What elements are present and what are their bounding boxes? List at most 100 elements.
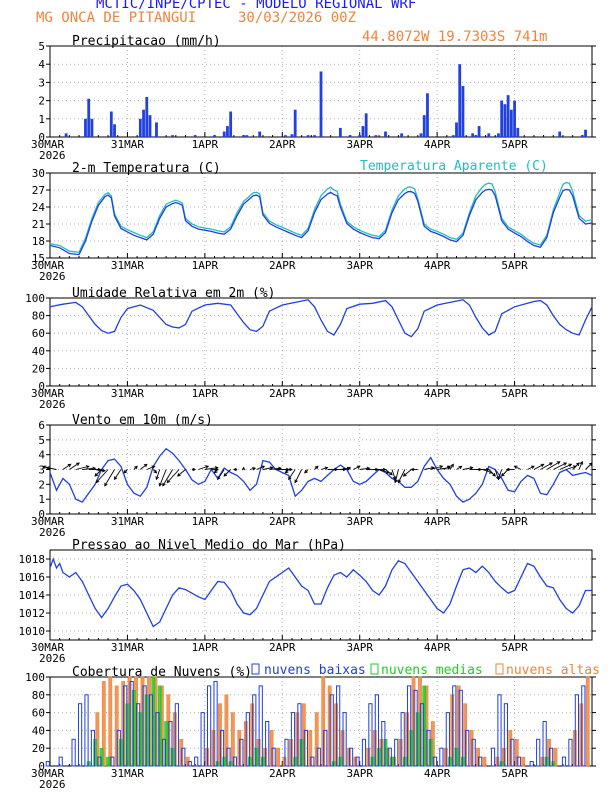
cloud-bar-low (432, 756, 438, 767)
wind-vector-head (67, 463, 72, 468)
wind-vector (75, 465, 89, 470)
precip-bar (338, 127, 342, 137)
humidity-ytick-label: 60 (32, 327, 45, 340)
precip-bar (487, 133, 491, 137)
wind-vector-head (162, 482, 166, 487)
precip-ytick-label: 0 (38, 131, 45, 144)
humidity-xlabel-day: 31MAR (111, 387, 144, 400)
precip-bar (138, 118, 142, 137)
humidity-xlabel-day: 1APR (192, 387, 219, 400)
cloud-bar-low (400, 712, 405, 767)
precip-bar (461, 86, 465, 137)
precip-bar (87, 98, 91, 137)
temperature-series-line (49, 188, 593, 256)
wind-vector-head (294, 479, 298, 484)
wind-vector-head (469, 466, 474, 470)
pressure-ytick-label: 1018 (19, 553, 46, 566)
wind-ytick-label: 1 (38, 493, 45, 506)
precip-bar (516, 127, 520, 137)
pressure-ytick-label: 1016 (19, 571, 46, 584)
cloud-bar-mid (383, 738, 388, 767)
precip-bar (142, 109, 145, 137)
humidity-ytick-label: 20 (32, 362, 45, 375)
wind-xlabel-day: 2APR (269, 515, 296, 528)
wind-vector (288, 469, 296, 480)
wind-vector (140, 463, 148, 470)
wind-vector-head (214, 467, 219, 472)
cloud-bar-low (503, 703, 509, 767)
cloud-bar-mid (131, 690, 136, 767)
cloud-bar-low (245, 712, 250, 767)
precip-xlabel-day: 1APR (192, 138, 219, 151)
clouds-legend-high: nuvens altas (506, 663, 600, 678)
humidity-xlabel-year: 2026 (39, 398, 66, 411)
cloud-bar-low (548, 747, 554, 767)
humidity-series-line (49, 299, 593, 338)
wind-ytick-label: 6 (38, 419, 45, 432)
clouds-xlabel-start: 30MAR (31, 767, 64, 780)
wind-vector-head (447, 465, 451, 469)
precip-bar (419, 133, 423, 137)
pressure-xlabel-day: 3APR (346, 641, 373, 654)
wind-vector (146, 465, 155, 470)
precip-bar (477, 126, 481, 137)
wind-vector-head (158, 482, 163, 487)
precip-bar (64, 133, 68, 137)
wind-vector-head (563, 462, 568, 466)
wind-vector-head (314, 465, 319, 470)
cloud-bar-low (297, 703, 302, 767)
humidity-xlabel-day: 3APR (346, 387, 373, 400)
temperature-xlabel-start: 30MAR (31, 259, 64, 272)
wind-vector-head (232, 467, 237, 472)
precip-xlabel-start: 30MAR (31, 138, 64, 151)
wind-vector (156, 469, 161, 480)
clouds-xlabel-day: 3APR (346, 767, 373, 780)
wind-vector (430, 465, 443, 470)
clouds-ytick-label: 100 (25, 671, 45, 684)
cloud-bar-mid (544, 756, 549, 767)
cloud-bar-low (71, 738, 76, 767)
legend-box-mid (370, 663, 379, 675)
cloud-bar-mid (377, 747, 381, 767)
wind-vector (46, 467, 57, 470)
precip-bar (455, 122, 458, 137)
cloud-bar-low (239, 738, 244, 767)
wind-vector-head (213, 469, 218, 474)
wind-vector-head (155, 476, 159, 481)
clouds-ytick-label: 60 (32, 707, 45, 720)
humidity-xlabel-day: 2APR (269, 387, 296, 400)
wind-vector (262, 467, 273, 470)
cloud-bar-low (510, 738, 515, 767)
cloud-bar-low (490, 747, 496, 767)
wind-vector-head (289, 467, 293, 472)
cloud-bar-mid (254, 747, 259, 767)
wind-vector-head (151, 465, 156, 469)
precip-bar (109, 111, 113, 137)
wind-vector (394, 469, 399, 483)
cloud-bar-low (536, 738, 541, 767)
precip-bar (451, 135, 455, 137)
humidity-frame (49, 297, 593, 387)
cloud-bar-low (161, 738, 167, 767)
cloud-bar-low (452, 685, 457, 767)
clouds-ytick-label: 20 (32, 742, 45, 755)
wind-ytick-label: 3 (38, 464, 45, 477)
cloud-bar-low (336, 685, 341, 767)
wind-vector-head (217, 476, 221, 481)
precip-bar (213, 135, 216, 137)
cloud-bar-mid (164, 721, 169, 767)
temperature-series-line (49, 181, 593, 253)
precip-bar (155, 122, 158, 137)
wind-vector-head (104, 482, 108, 487)
wind-vector (559, 463, 572, 470)
precip-bar (290, 134, 294, 137)
cloud-bar-low (381, 721, 386, 767)
cloud-bar-mid (390, 756, 394, 767)
temperature-ytick-label: 18 (32, 235, 45, 248)
run-date-label: 30/03/2026 00Z (238, 10, 357, 26)
wind-vector-head (356, 465, 361, 469)
cloud-bar-low (123, 685, 128, 767)
temperature-xlabel-day: 5APR (501, 259, 528, 272)
